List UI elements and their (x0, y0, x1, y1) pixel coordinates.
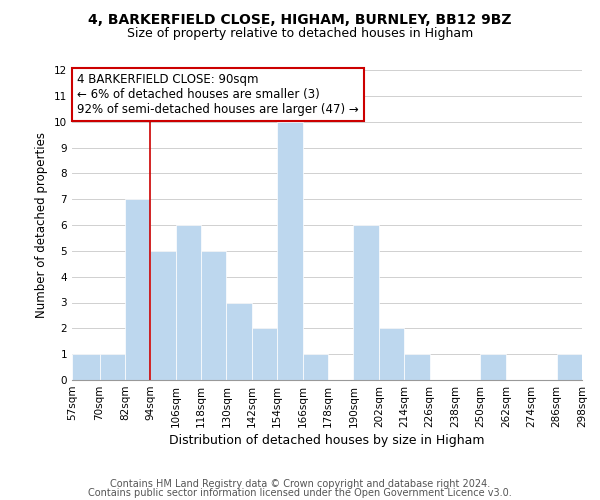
Bar (302, 354, 328, 380)
Bar (72, 354, 100, 380)
Bar (125, 199, 150, 380)
Bar (252, 328, 277, 380)
Bar (277, 122, 302, 380)
Bar (176, 225, 201, 380)
Bar (557, 354, 582, 380)
Text: Contains HM Land Registry data © Crown copyright and database right 2024.: Contains HM Land Registry data © Crown c… (110, 479, 490, 489)
Text: 4, BARKERFIELD CLOSE, HIGHAM, BURNLEY, BB12 9BZ: 4, BARKERFIELD CLOSE, HIGHAM, BURNLEY, B… (88, 12, 512, 26)
Bar (150, 251, 176, 380)
Bar (100, 354, 125, 380)
Y-axis label: Number of detached properties: Number of detached properties (35, 132, 49, 318)
Bar (404, 354, 430, 380)
Text: Contains public sector information licensed under the Open Government Licence v3: Contains public sector information licen… (88, 488, 512, 498)
Bar (201, 251, 226, 380)
X-axis label: Distribution of detached houses by size in Higham: Distribution of detached houses by size … (169, 434, 485, 447)
Bar (481, 354, 506, 380)
Text: Size of property relative to detached houses in Higham: Size of property relative to detached ho… (127, 28, 473, 40)
Bar (353, 225, 379, 380)
Bar (379, 328, 404, 380)
Text: 4 BARKERFIELD CLOSE: 90sqm
← 6% of detached houses are smaller (3)
92% of semi-d: 4 BARKERFIELD CLOSE: 90sqm ← 6% of detac… (77, 73, 359, 116)
Bar (226, 302, 252, 380)
